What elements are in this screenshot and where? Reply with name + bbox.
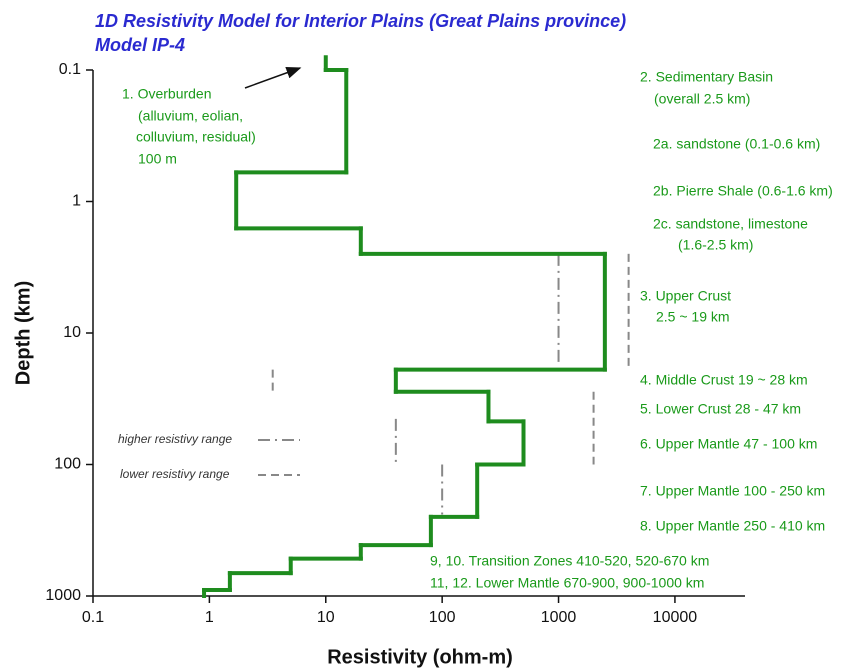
y-tick-label: 10 xyxy=(63,324,81,341)
y-axis-label: Depth (km) xyxy=(12,281,34,385)
annotation: 3. Upper Crust xyxy=(640,288,731,304)
chart-title: 1D Resistivity Model for Interior Plains… xyxy=(95,11,626,31)
annotation: 1. Overburden xyxy=(122,86,212,102)
annotation: 2b. Pierre Shale (0.6-1.6 km) xyxy=(653,183,833,199)
annotation: 2c. sandstone, limestone xyxy=(653,216,808,232)
arrow xyxy=(244,66,302,89)
y-tick-label: 1 xyxy=(72,193,81,210)
x-tick-label: 10000 xyxy=(653,609,698,626)
annotation: 11, 12. Lower Mantle 670-900, 900-1000 k… xyxy=(430,575,704,591)
annotation: colluvium, residual) xyxy=(136,129,256,145)
x-tick-label: 1000 xyxy=(541,609,577,626)
y-tick-label: 1000 xyxy=(45,587,81,604)
annotation: 9, 10. Transition Zones 410-520, 520-670… xyxy=(430,553,709,569)
annotation: 2.5 ~ 19 km xyxy=(656,309,730,325)
x-tick-label: 10 xyxy=(317,609,335,626)
annotation: 7. Upper Mantle 100 - 250 km xyxy=(640,483,825,499)
x-axis-label: Resistivity (ohm-m) xyxy=(327,646,513,668)
annotation: 4. Middle Crust 19 ~ 28 km xyxy=(640,372,808,388)
legend-label: higher resistivy range xyxy=(118,432,232,446)
annotation: 5. Lower Crust 28 - 47 km xyxy=(640,401,801,417)
x-tick-label: 0.1 xyxy=(82,609,104,626)
annotation: (overall 2.5 km) xyxy=(654,91,750,107)
annotation: (1.6-2.5 km) xyxy=(678,237,753,253)
chart-subtitle: Model IP-4 xyxy=(95,35,185,55)
annotation: 6. Upper Mantle 47 - 100 km xyxy=(640,436,817,452)
annotation: 100 m xyxy=(138,151,177,167)
x-tick-label: 100 xyxy=(429,609,456,626)
annotation: 8. Upper Mantle 250 - 410 km xyxy=(640,518,825,534)
y-tick-label: 100 xyxy=(54,456,81,473)
annotation: (alluvium, eolian, xyxy=(138,108,243,124)
x-tick-label: 1 xyxy=(205,609,214,626)
annotation: 2. Sedimentary Basin xyxy=(640,69,773,85)
legend-label: lower resistivy range xyxy=(120,467,230,481)
y-tick-label: 0.1 xyxy=(59,61,81,78)
annotation: 2a. sandstone (0.1-0.6 km) xyxy=(653,136,820,152)
